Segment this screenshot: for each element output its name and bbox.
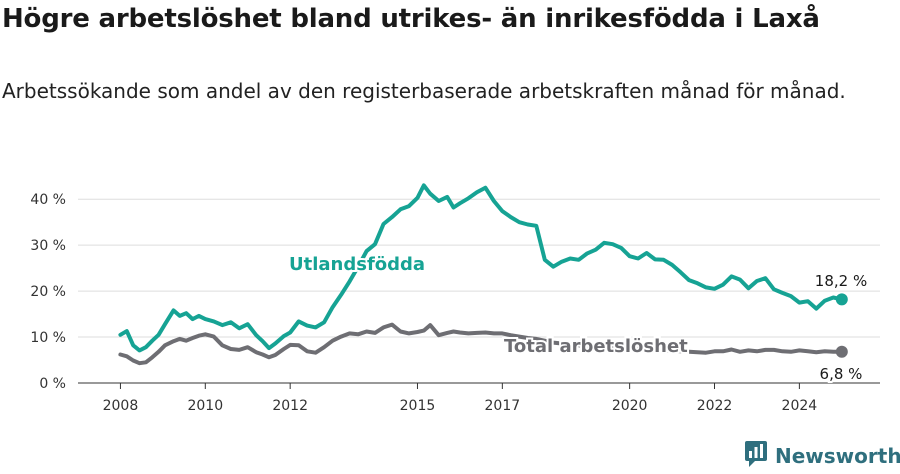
series-labels: Utlandsfödda Total arbetslöshet 18,2 % 6,8 … bbox=[287, 252, 867, 385]
brand: Newsworthy bbox=[745, 441, 900, 471]
x-tick-label: 2022 bbox=[697, 398, 733, 414]
y-axis: 0 % 10 % 20 % 30 % 40 % bbox=[30, 192, 66, 392]
chart-subtitle: Arbetssökande som andel av den registerb… bbox=[2, 79, 846, 103]
x-tick-label: 2008 bbox=[103, 398, 139, 414]
end-value-foreign-born: 18,2 % bbox=[815, 272, 867, 290]
x-tick-label: 2024 bbox=[782, 398, 818, 414]
x-tick-label: 2020 bbox=[612, 398, 648, 414]
foreign-born-end-dot bbox=[835, 293, 848, 306]
x-tick-label: 2017 bbox=[485, 398, 521, 414]
total-unemployment-end-dot bbox=[835, 345, 848, 358]
y-tick-label: 0 % bbox=[39, 376, 66, 392]
chart-title: Högre arbetslöshet bland utrikes- än inr… bbox=[2, 4, 820, 34]
series-lines bbox=[118, 183, 848, 366]
total-unemployment-line bbox=[118, 322, 844, 366]
y-tick-label: 20 % bbox=[30, 284, 66, 300]
y-tick-label: 40 % bbox=[30, 192, 66, 208]
x-tick-label: 2015 bbox=[400, 398, 436, 414]
x-axis: 2008 2010 2012 2015 2017 2020 2022 2024 bbox=[103, 383, 818, 414]
y-tick-label: 10 % bbox=[30, 330, 66, 346]
foreign-born-line bbox=[118, 183, 844, 353]
brand-name: Newsworthy bbox=[775, 444, 900, 468]
y-tick-label: 30 % bbox=[30, 238, 66, 254]
gridlines bbox=[78, 198, 880, 384]
x-tick-label: 2012 bbox=[272, 398, 308, 414]
end-value-total: 6,8 % bbox=[820, 365, 863, 383]
series-label-total: Total arbetslöshet bbox=[504, 336, 688, 357]
series-label-foreign-born: Utlandsfödda bbox=[289, 254, 425, 275]
x-tick-label: 2010 bbox=[187, 398, 223, 414]
newsworthy-logo-icon bbox=[745, 441, 767, 471]
